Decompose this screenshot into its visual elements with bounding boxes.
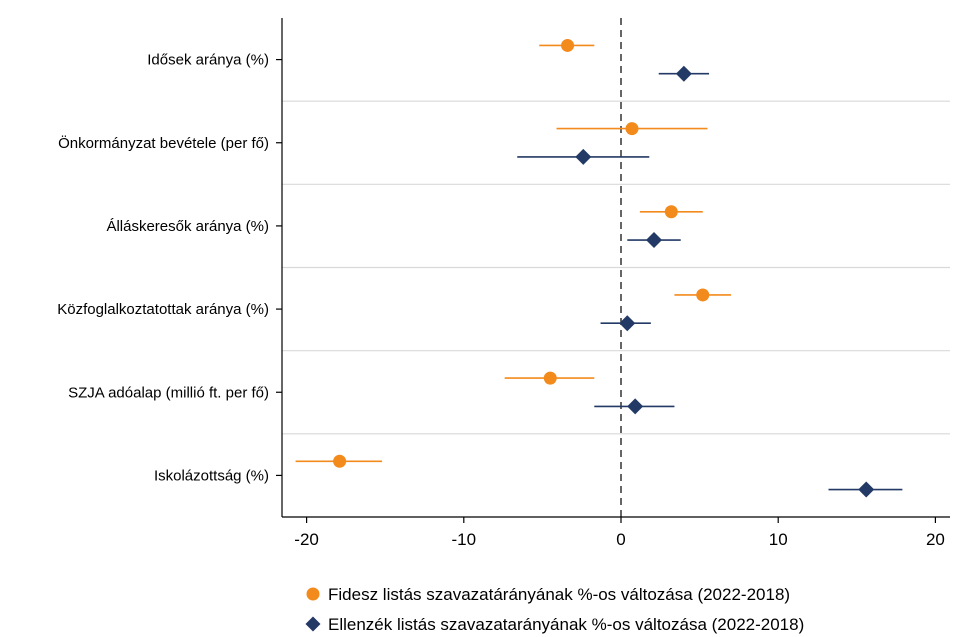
legend-marker-fidesz <box>306 587 320 601</box>
y-tick-label: SZJA adóalap (millió ft. per fő) <box>68 384 269 401</box>
legend-label-ellenzek: Ellenzék listás szavazatarányának %-os v… <box>328 615 804 634</box>
x-tick-label: 10 <box>769 530 788 549</box>
legend-marker-ellenzek <box>305 616 321 632</box>
y-tick-label: Közfoglalkoztatottak aránya (%) <box>57 301 269 318</box>
estimate-point <box>664 205 678 219</box>
estimate-point <box>858 481 875 498</box>
legend-label-fidesz: Fidesz listás szavazatárányának %-os vál… <box>328 585 790 604</box>
x-tick-label: -20 <box>294 530 319 549</box>
estimate-point <box>625 122 639 136</box>
legend: Fidesz listás szavazatárányának %-os vál… <box>305 585 804 634</box>
estimate-point <box>575 148 592 165</box>
estimate-point <box>619 315 636 332</box>
y-tick-label: Iskolázottság (%) <box>154 467 269 484</box>
estimate-point <box>333 454 347 468</box>
series-layer <box>295 38 903 498</box>
estimate-point <box>675 65 692 82</box>
estimate-point <box>646 232 663 249</box>
estimate-point <box>561 38 575 52</box>
x-axis-ticks: -20 -10 0 10 20 <box>294 517 945 549</box>
x-tick-label: -10 <box>452 530 477 549</box>
y-axis-ticks: Idősek aránya (%) Önkormányzat bevétele (… <box>57 52 282 484</box>
y-tick-label: Önkormányzat bevétele (per fő) <box>58 134 269 152</box>
estimate-point <box>543 371 557 385</box>
series-fidesz <box>295 38 732 468</box>
series-ellenzek <box>517 65 903 498</box>
estimate-point <box>627 398 644 415</box>
x-tick-label: 0 <box>616 530 625 549</box>
estimate-point <box>696 288 710 302</box>
y-tick-label: Álláskeresők aránya (%) <box>106 218 269 235</box>
category-separators <box>282 100 950 435</box>
y-tick-label: Idősek aránya (%) <box>147 52 269 69</box>
x-tick-label: 20 <box>926 530 945 549</box>
